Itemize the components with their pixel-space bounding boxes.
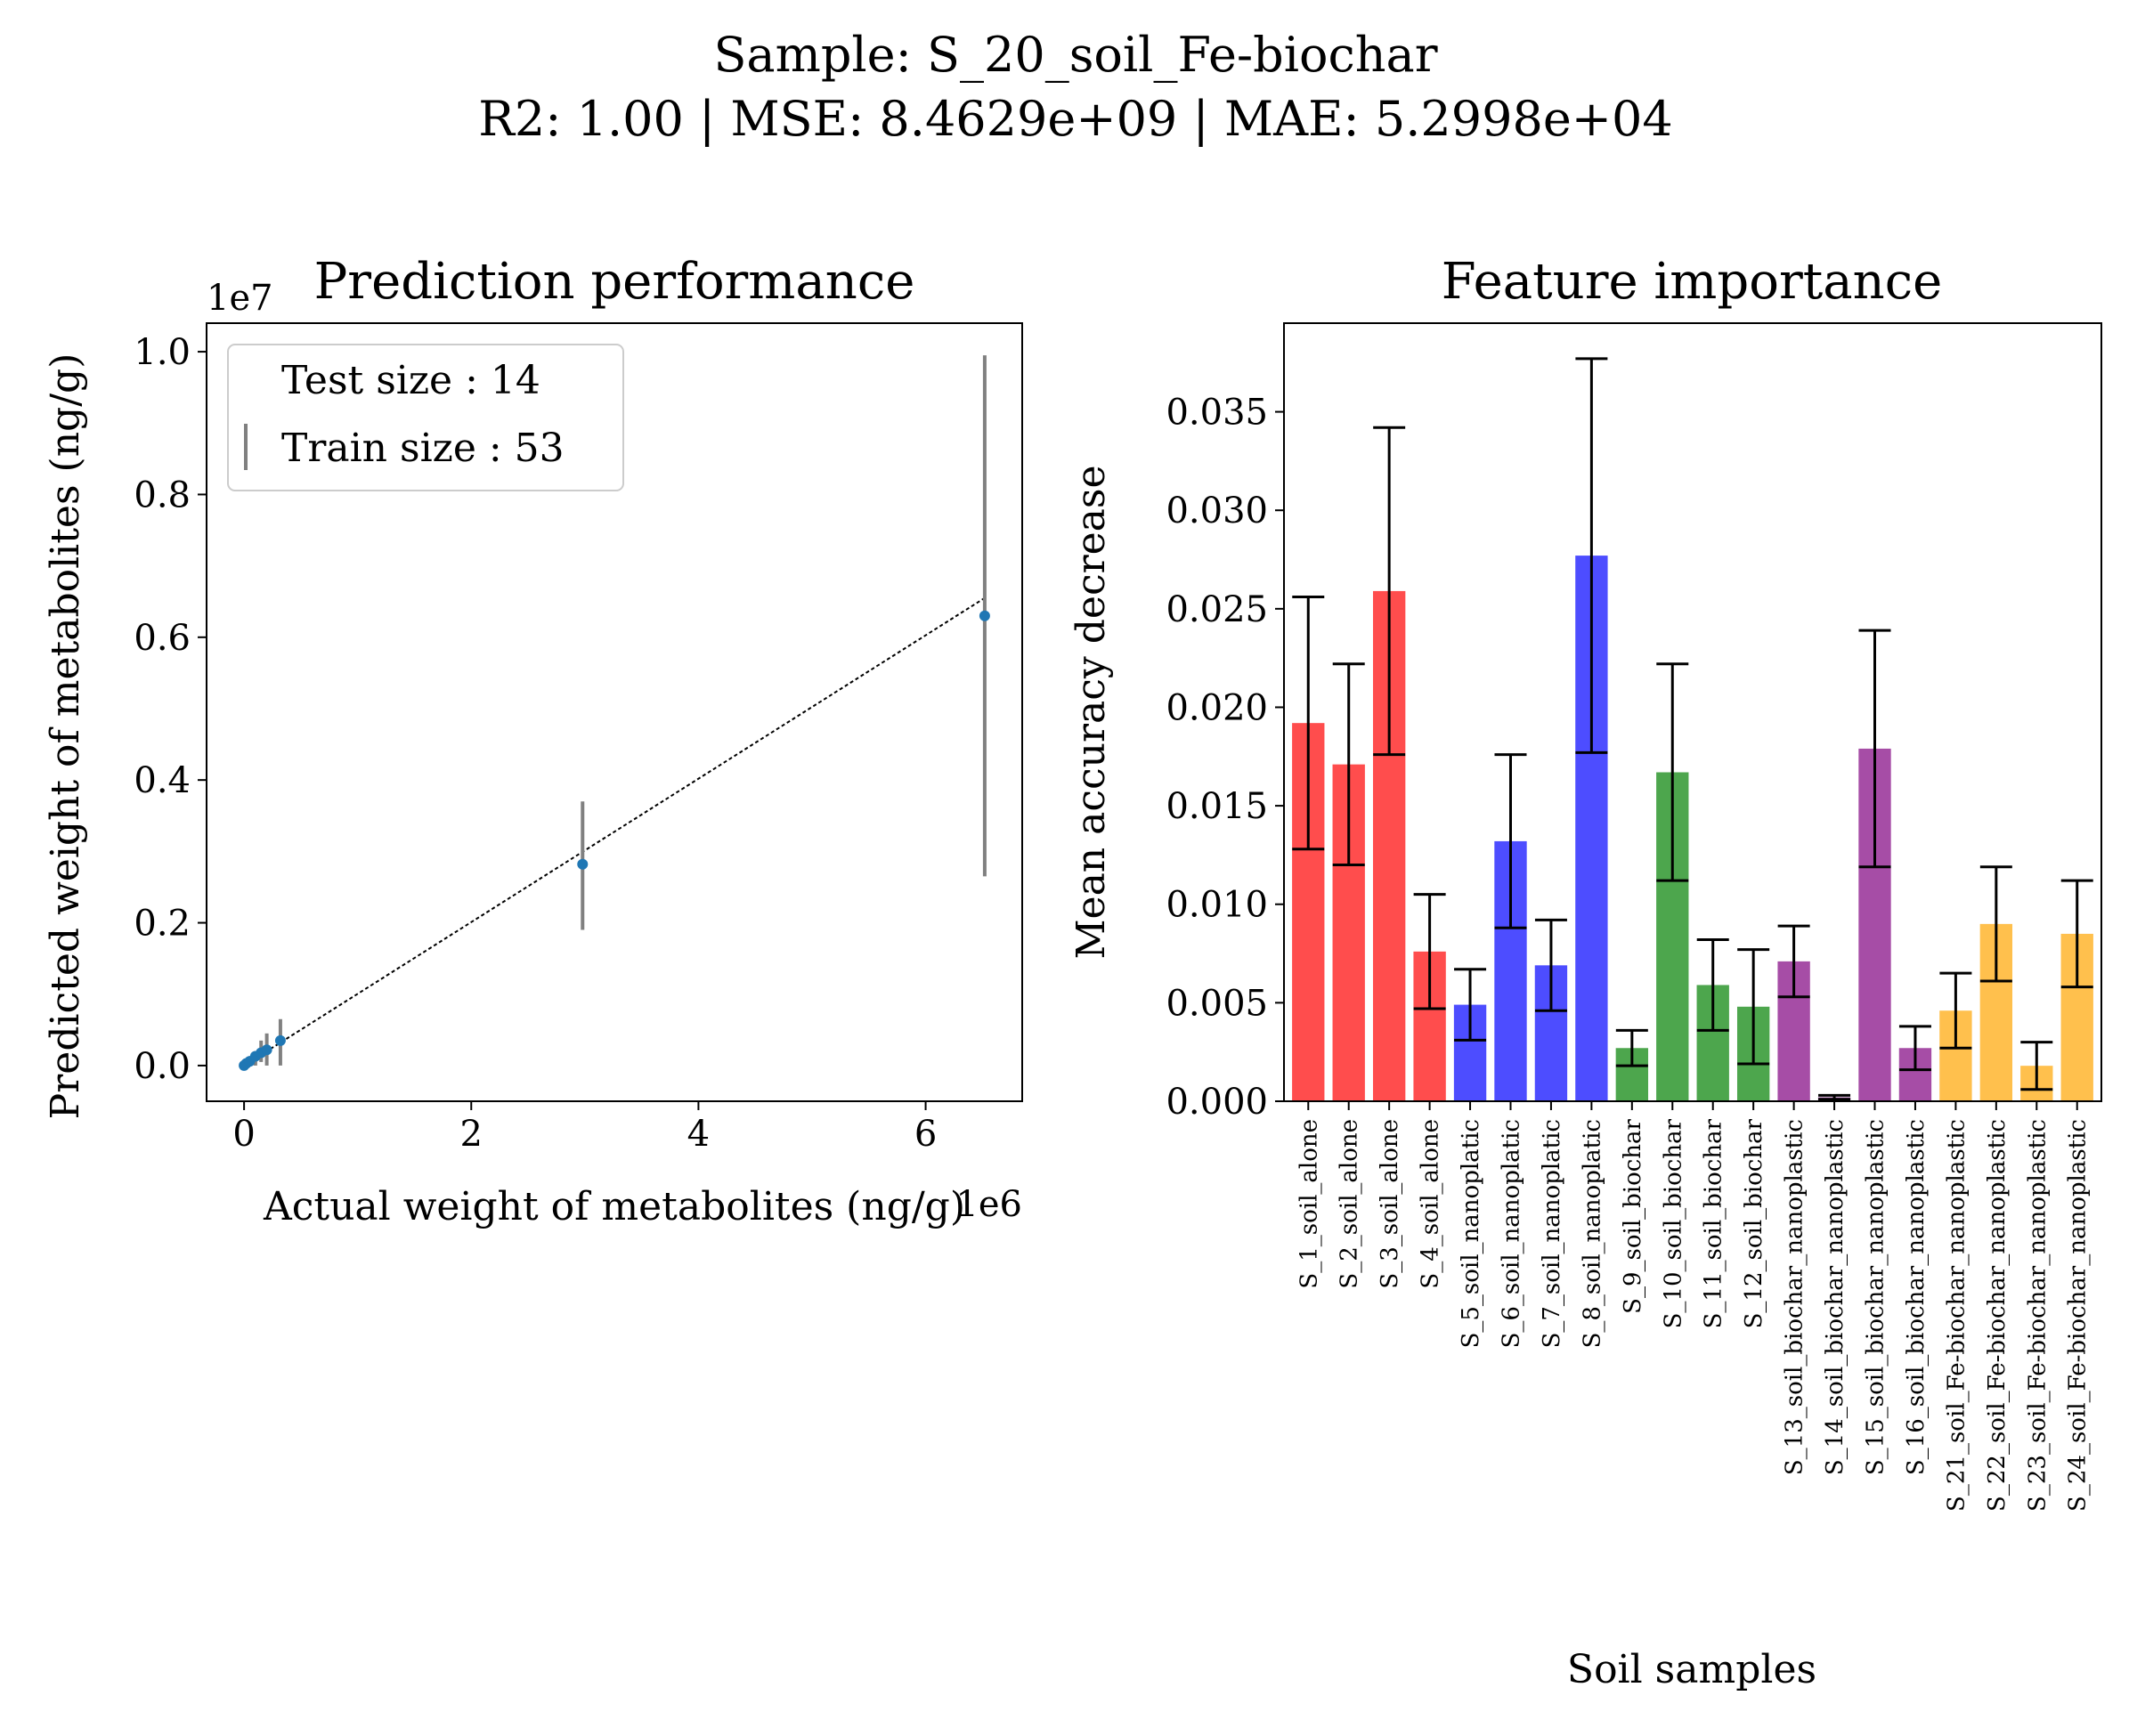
feature-importance-panel: Feature importance Soil samples Mean acc…: [1068, 253, 2102, 1692]
bar-y-tick-label: 0.010: [1166, 885, 1268, 926]
bar-category-label: S_1_soil_alone: [1296, 1119, 1322, 1289]
legend: Test size : 14 Train size : 53: [227, 344, 624, 491]
bar-category-label: S_16_soil_biochar_nanoplastic: [1903, 1119, 1930, 1475]
suptitle-line-1: Sample: S_20_soil_Fe-biochar: [713, 27, 1437, 83]
bar-category-label: S_7_soil_nanoplatic: [1539, 1119, 1565, 1348]
bar-errorbars: [1292, 357, 2093, 1101]
fit-line: [243, 596, 986, 1067]
scatter-y-tick-label: 0.8: [134, 475, 191, 515]
bar-category-label: S_6_soil_nanoplatic: [1498, 1119, 1524, 1348]
scatter-plot-frame: [206, 322, 1023, 1102]
bar-category-label: S_12_soil_biochar: [1741, 1118, 1767, 1328]
bar-category-label: S_15_soil_biochar_nanoplastic: [1863, 1119, 1889, 1475]
legend-entry-test-size: Test size : 14: [281, 358, 540, 403]
bar-y-tick-label: 0.020: [1166, 687, 1268, 728]
bar-y-tick-label: 0.035: [1166, 393, 1268, 434]
bar-title: Feature importance: [1442, 253, 1942, 311]
bars: [1292, 556, 2093, 1101]
scatter-point: [979, 610, 990, 621]
scatter-x-tick-label: 6: [914, 1114, 937, 1155]
suptitle-line-2: R2: 1.00 | MSE: 8.4629e+09 | MAE: 5.2998…: [478, 91, 1673, 147]
bar-category-label: S_2_soil_alone: [1337, 1119, 1363, 1289]
scatter-y-tick-label: 0.2: [134, 904, 191, 945]
scatter-ticks: 0 2 4 6 0.0 0.2 0.4 0.6 0.8 1.0: [134, 332, 937, 1155]
bar-category-label: S_11_soil_biochar: [1701, 1118, 1727, 1328]
scatter-x-tick-label: 0: [232, 1114, 255, 1155]
bar-y-tick-label: 0.015: [1166, 786, 1268, 827]
scatter-y-tick-label: 0.6: [134, 618, 191, 659]
legend-entry-train-size: Train size : 53: [281, 426, 565, 471]
bar-category-label: S_5_soil_nanoplatic: [1458, 1119, 1484, 1348]
prediction-performance-panel: Prediction performance 1e7 1e6 Actual we…: [43, 253, 1023, 1229]
bar-y-ticks: 0.000 0.005 0.010 0.015 0.020 0.025 0.030 0.035: [1166, 393, 1284, 1123]
scatter-y-tick-label: 1.0: [134, 332, 191, 373]
bar-category-label: S_23_soil_Fe-biochar_nanoplastic: [2024, 1119, 2051, 1512]
bar-category-label: S_8_soil_nanoplatic: [1579, 1119, 1605, 1348]
bar-y-tick-label: 0.030: [1166, 491, 1268, 531]
scatter-x-axis-label: Actual weight of metabolites (ng/g): [263, 1184, 965, 1229]
bar-category-label: S_14_soil_biochar_nanoplastic: [1822, 1119, 1849, 1475]
scatter-y-tick-label: 0.4: [134, 760, 191, 801]
scatter-y-tick-label: 0.0: [134, 1046, 191, 1087]
bar-category-label: S_21_soil_Fe-biochar_nanoplastic: [1943, 1119, 1970, 1512]
scatter-points: [239, 610, 990, 1071]
bar-y-axis-label: Mean accuracy decrease: [1068, 465, 1114, 959]
bar-plot-frame: [1283, 322, 2102, 1102]
bar-category-label: S_3_soil_alone: [1377, 1119, 1403, 1289]
bar-category-label: S_4_soil_alone: [1418, 1119, 1444, 1289]
bar-x-axis-label: Soil samples: [1567, 1647, 1816, 1692]
bar-category-label: S_24_soil_Fe-biochar_nanoplastic: [2065, 1119, 2092, 1512]
scatter-x-tick-label: 4: [687, 1114, 710, 1155]
bar-y-tick-label: 0.025: [1166, 589, 1268, 630]
bar-category-label: S_10_soil_biochar: [1660, 1118, 1686, 1328]
y-offset-label: 1e7: [207, 278, 273, 319]
bar-category-label: S_9_soil_biochar: [1620, 1118, 1646, 1313]
scatter-point: [274, 1034, 286, 1046]
scatter-y-axis-label: Predicted weight of metabolites (ng/g): [43, 353, 88, 1120]
scatter-title: Prediction performance: [314, 253, 915, 311]
scatter-fit-line-group: [243, 596, 986, 1067]
scatter-x-tick-label: 2: [460, 1114, 483, 1155]
bar-category-labels: S_1_soil_alone S_2_soil_alone S_3_soil_alo…: [1296, 1101, 2092, 1512]
scatter-point: [261, 1044, 272, 1056]
x-offset-label: 1e6: [955, 1184, 1022, 1225]
bar-y-tick-label: 0.000: [1166, 1082, 1268, 1123]
bar-category-label: S_13_soil_biochar_nanoplastic: [1782, 1119, 1808, 1475]
scatter-point: [577, 858, 589, 870]
legend-box: [227, 344, 624, 491]
bar-y-tick-label: 0.005: [1166, 983, 1268, 1024]
bar-category-label: S_22_soil_Fe-biochar_nanoplastic: [1984, 1119, 2011, 1512]
